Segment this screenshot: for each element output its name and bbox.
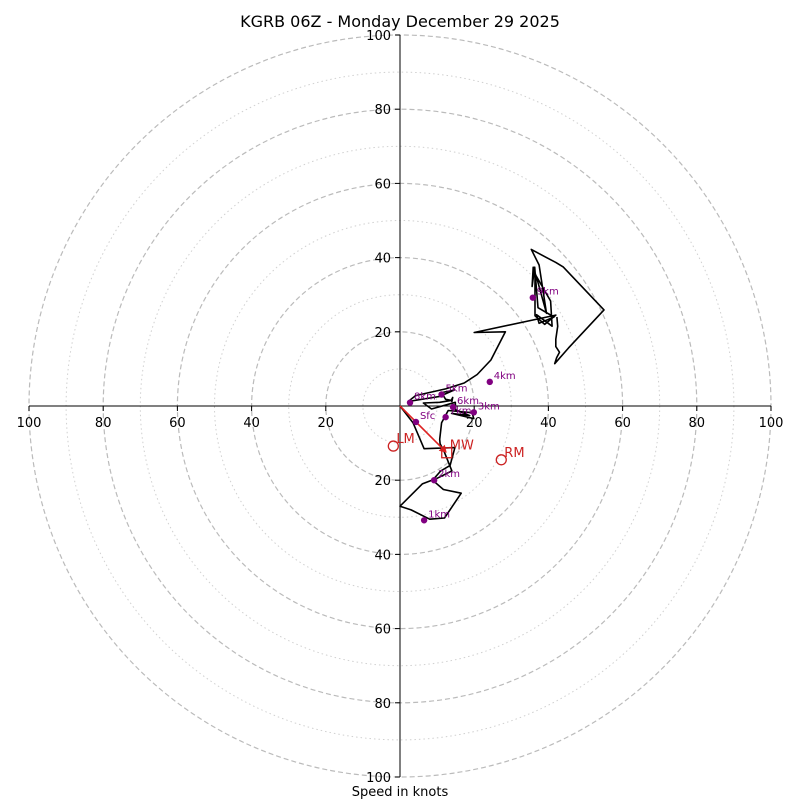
height-dot-6km <box>449 403 457 411</box>
height-dot-1km <box>420 517 428 524</box>
height-dot-4km <box>486 378 493 386</box>
height-label-9km: 9km <box>537 287 559 298</box>
storm-motion-markers: LM MW RM <box>387 432 525 466</box>
y-tick-label: 80 <box>374 103 391 118</box>
chart-title: KGRB 06Z - Monday December 29 2025 <box>240 12 560 31</box>
x-tick-label: 80 <box>95 416 112 431</box>
height-dot-3km <box>470 409 478 416</box>
height-label-2km: 2km <box>438 469 460 480</box>
shear-arrow-line <box>399 405 446 452</box>
height-label-1km: 1km <box>428 509 450 520</box>
y-tick-label: 40 <box>374 252 391 267</box>
marker-LM <box>387 440 399 452</box>
x-axis-label: Speed in knots <box>352 785 449 800</box>
x-tick-label: 60 <box>614 416 631 431</box>
height-dot-8km <box>406 399 414 406</box>
wind-profile-line <box>399 248 605 521</box>
marker-MW <box>441 447 453 459</box>
height-label-3km: 3km <box>478 401 500 412</box>
marker-label-LM: LM <box>396 432 414 447</box>
height-label-4km: 4km <box>494 371 516 382</box>
x-tick-label: 40 <box>243 416 260 431</box>
x-tick-label: 60 <box>169 416 186 431</box>
y-tick-label: 20 <box>374 474 391 489</box>
tick-labels: 100 80 60 40 20 20 40 60 80 100 100 80 60 40 20 20 40 60 8… <box>17 29 784 786</box>
height-dot-2km <box>430 477 438 484</box>
marker-label-MW: MW <box>450 439 474 454</box>
marker-RM <box>495 454 507 466</box>
height-label-8km: 8km <box>414 392 436 403</box>
x-tick-label: 80 <box>689 416 706 431</box>
x-tick-label: 20 <box>318 416 335 431</box>
shear-arrow-head <box>438 444 447 453</box>
height-label-7km: 7km <box>450 406 472 417</box>
x-tick-label: 100 <box>17 416 42 431</box>
x-tick-label: 20 <box>466 416 483 431</box>
y-tick-label: 100 <box>366 771 391 786</box>
marker-label-RM: RM <box>504 446 524 461</box>
height-label-6km: 6km <box>457 396 479 407</box>
height-dot-5km <box>438 391 445 398</box>
height-label-Sfc: Sfc <box>420 411 435 422</box>
y-tick-label: 20 <box>374 326 391 341</box>
hodograph-trace <box>399 248 605 521</box>
height-dot-Sfc <box>412 418 420 426</box>
y-tick-label: 60 <box>374 177 391 192</box>
y-tick-label: 80 <box>374 697 391 712</box>
y-tick-label: 40 <box>374 548 391 563</box>
height-dot-9km <box>529 294 537 301</box>
x-tick-label: 100 <box>759 416 784 431</box>
x-tick-label: 40 <box>540 416 557 431</box>
height-label-5km: 5km <box>446 383 468 394</box>
y-tick-label: 60 <box>374 623 391 638</box>
y-tick-label: 100 <box>366 29 391 44</box>
shear-vector <box>399 405 447 453</box>
height-dot-7km <box>442 413 449 421</box>
